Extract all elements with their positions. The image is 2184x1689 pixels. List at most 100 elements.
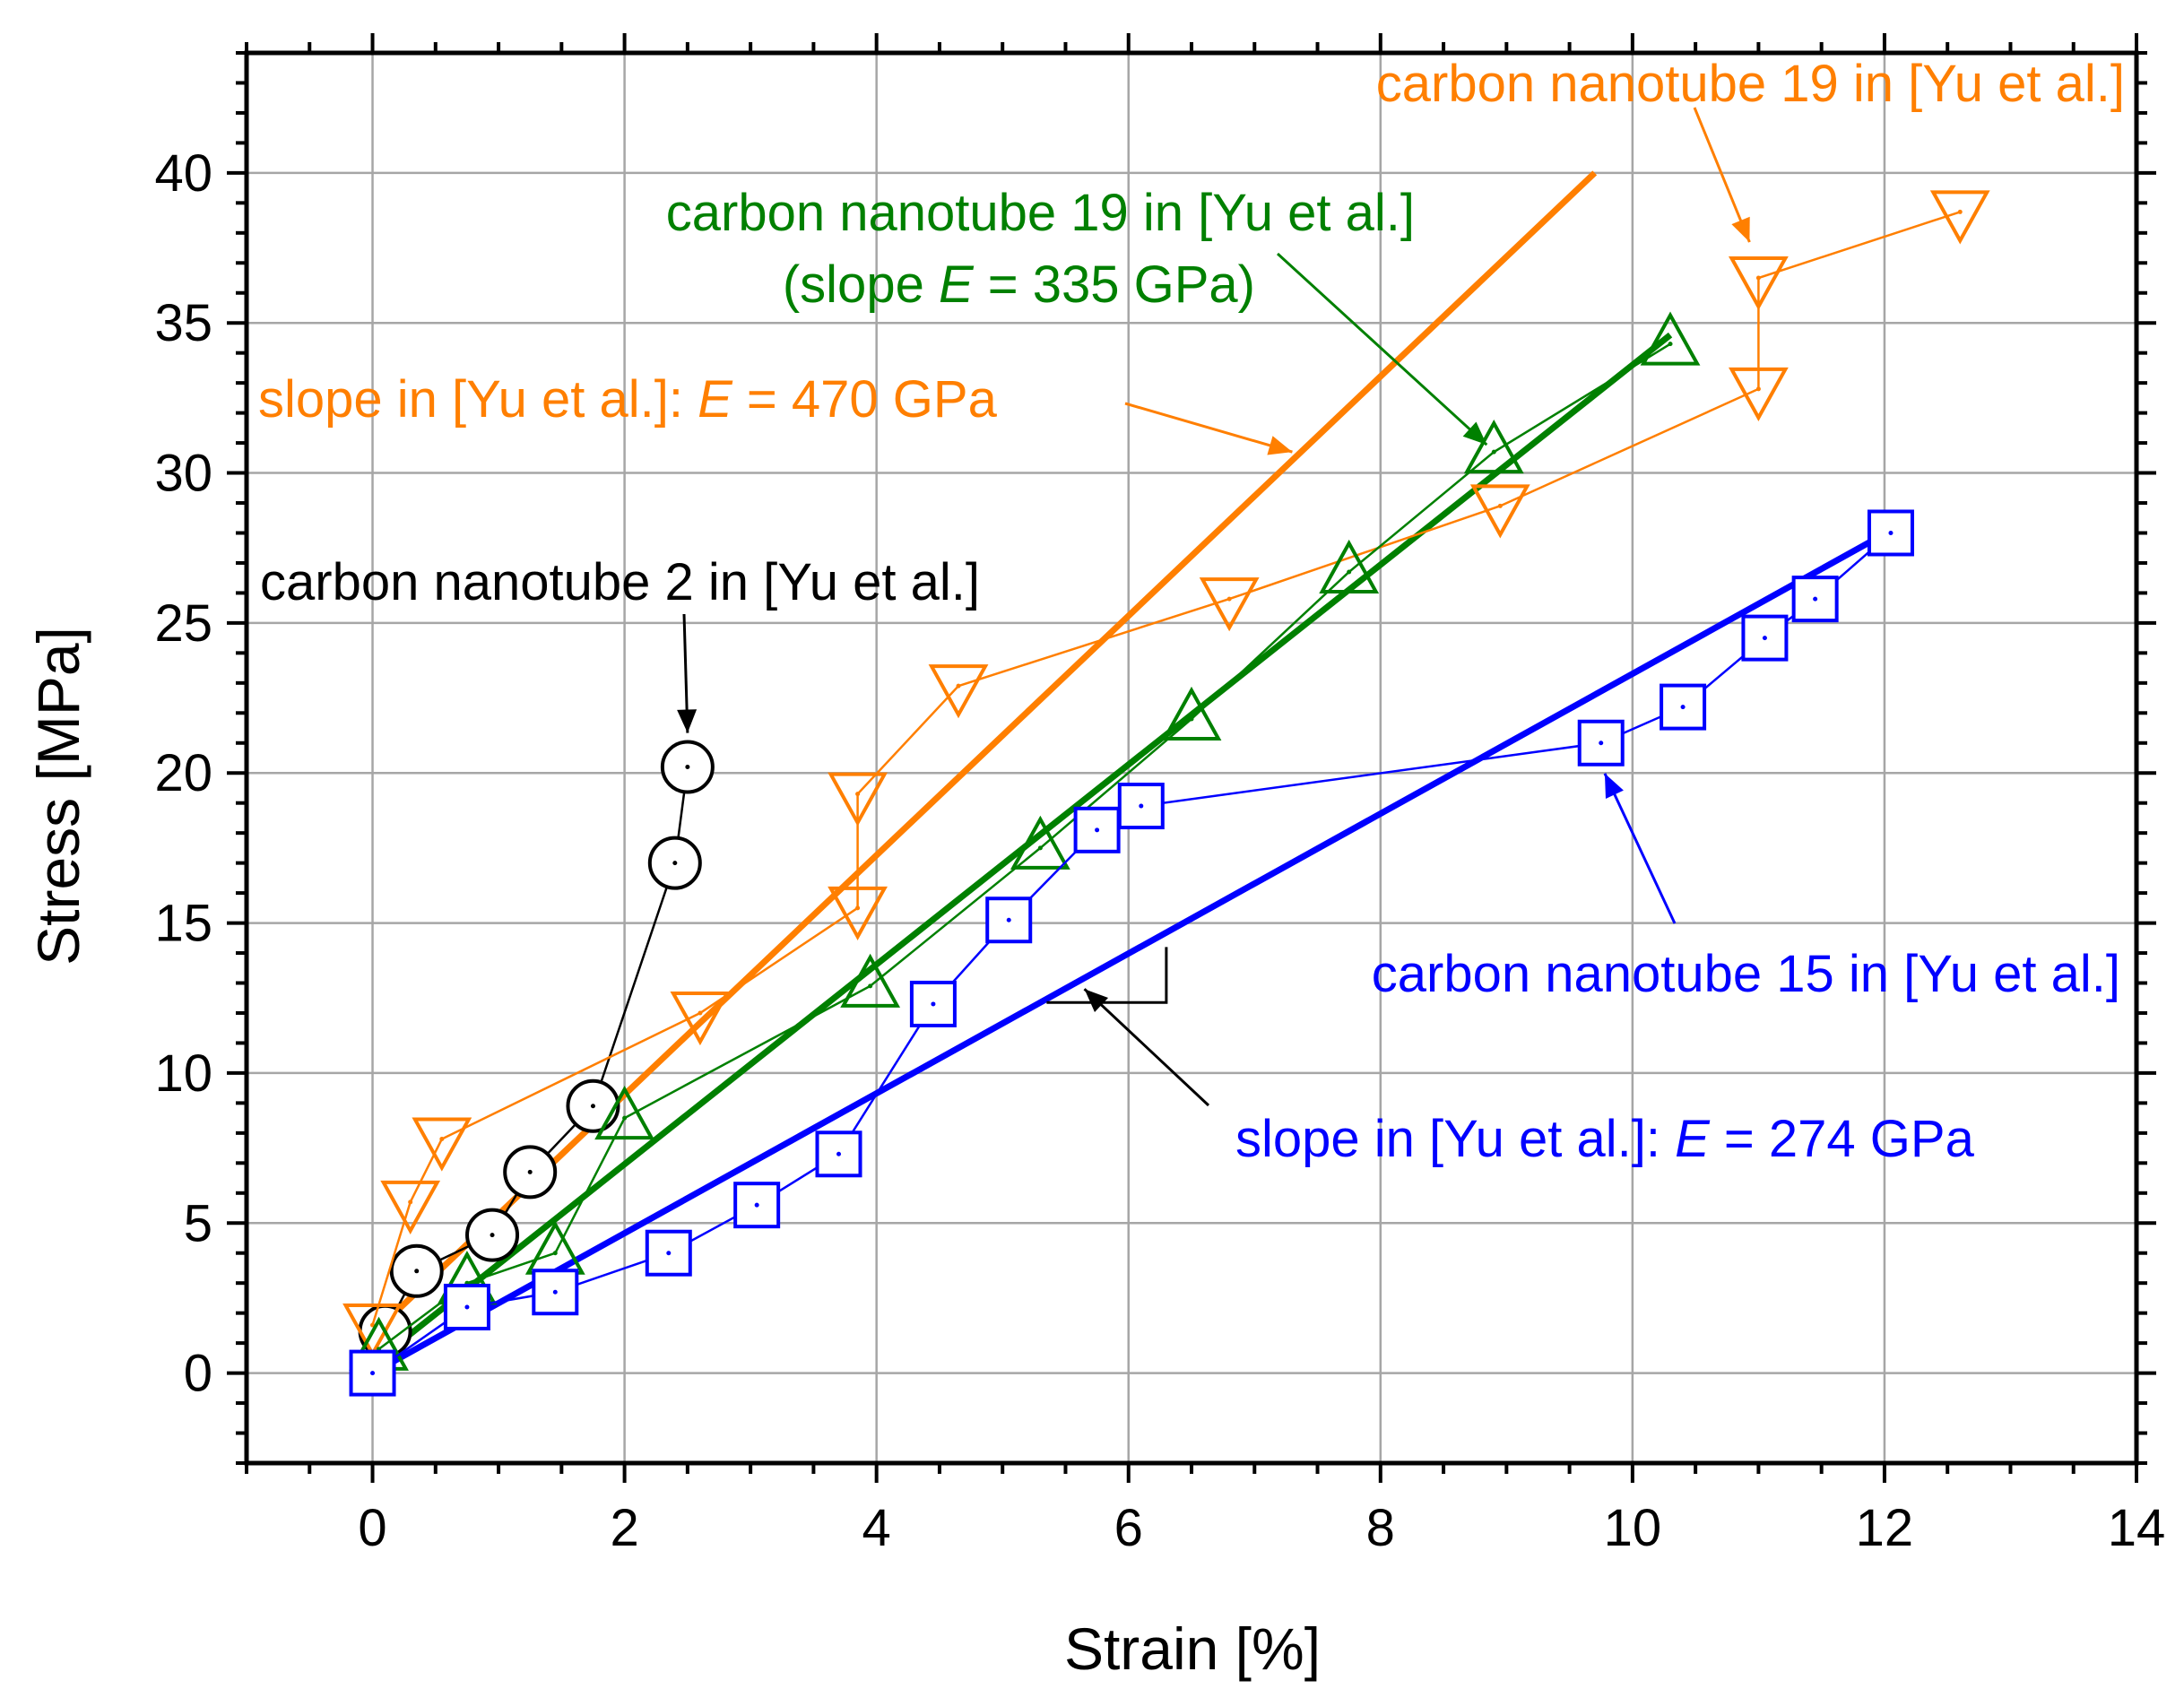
annotation-black-cnt2: carbon nanotube 2 in [Yu et al.] (260, 553, 980, 611)
data-point-center (527, 1169, 533, 1174)
y-tick-label: 40 (154, 144, 212, 203)
data-point-center (855, 905, 861, 911)
arrow-blue-cnt15-head (1604, 773, 1624, 799)
arrow-orange-cnt19-head (1731, 216, 1750, 243)
arrow-black-cnt2-head (677, 709, 698, 733)
data-point-center (1755, 275, 1761, 281)
annotation-orange-cnt19: carbon nanotube 19 in [Yu et al.] (1376, 55, 2125, 113)
data-point-center (1006, 917, 1011, 922)
data-point (1469, 484, 1530, 539)
data-point-center (552, 1289, 558, 1295)
data-point-center (1813, 596, 1818, 602)
data-point-center (590, 1104, 595, 1109)
data-point-center (1139, 803, 1144, 809)
data-point-center (698, 1010, 703, 1016)
data-point (928, 664, 989, 719)
axis-ticks: 0 2 4 6 8 10 12 14 0 5 10 15 20 25 30 35 40 (154, 33, 2165, 1557)
fit-line-1 (370, 332, 1673, 1367)
data-point-center (1189, 716, 1194, 722)
arrow-orange-slope-head (1267, 436, 1293, 455)
data-point-center (666, 1251, 672, 1256)
data-series (342, 190, 1990, 1397)
data-point-center (754, 1202, 759, 1208)
x-tick-label: 10 (1604, 1499, 1662, 1557)
x-tick-label: 2 (610, 1499, 638, 1557)
data-point (1199, 577, 1260, 632)
x-tick-label: 0 (358, 1499, 386, 1557)
arrow-black-slope (1083, 988, 1210, 1107)
data-point-center (1680, 705, 1686, 710)
data-point-center (464, 1304, 470, 1310)
data-point (594, 1085, 654, 1140)
data-point (1729, 256, 1789, 311)
arrow-orange-cnt19 (1693, 107, 1751, 243)
fit-lines (370, 170, 1899, 1376)
data-point (1741, 614, 1789, 662)
data-point-center (836, 1151, 842, 1156)
data-point (342, 1304, 403, 1358)
fit-line-0 (370, 170, 1598, 1337)
data-point-center (1957, 209, 1963, 214)
data-point-center (855, 792, 861, 797)
y-tick-label: 5 (184, 1194, 212, 1252)
y-tick-label: 35 (154, 294, 212, 352)
data-point-center (370, 1371, 376, 1376)
x-tick-label: 4 (862, 1499, 891, 1557)
fit-line-2 (370, 524, 1899, 1376)
data-point (412, 1117, 472, 1172)
data-point-center (414, 1269, 420, 1274)
arrow-orange-slope (1124, 402, 1293, 454)
data-point (1319, 539, 1380, 593)
data-point-center (1095, 827, 1100, 833)
data-point (828, 886, 888, 940)
data-point-center (956, 683, 961, 689)
annotation-blue-cnt15: carbon nanotube 15 in [Yu et al.] (1372, 945, 2120, 1003)
data-point-center (439, 1137, 445, 1142)
y-tick-label: 10 (154, 1044, 212, 1103)
annotation-blue-slope: slope in [Yu et al.]: E = 274 GPa (1235, 1110, 1975, 1168)
annotation-orange-slope: slope in [Yu et al.]: E = 470 GPa (258, 370, 998, 429)
data-point-center (672, 861, 678, 866)
grid (247, 53, 2138, 1463)
series-line-0 (384, 767, 689, 1332)
y-tick-label: 15 (154, 895, 212, 953)
data-point (532, 1269, 579, 1316)
data-point (840, 953, 901, 1008)
arrow-green-cnt19 (1276, 252, 1488, 446)
data-point-center (552, 1251, 558, 1256)
data-point-center (868, 983, 873, 989)
data-point-center (1762, 636, 1767, 641)
annotation-arrows (677, 107, 1751, 1107)
x-tick-label: 6 (1114, 1499, 1143, 1557)
data-point-center (1347, 569, 1352, 575)
data-point-center (622, 1115, 628, 1121)
y-tick-label: 25 (154, 594, 212, 653)
data-point-center (490, 1233, 495, 1238)
data-point (1010, 815, 1070, 870)
data-point-center (1668, 342, 1673, 347)
data-point (828, 772, 888, 827)
y-axis-title: Stress [MPa] (25, 627, 91, 966)
data-point (380, 1180, 441, 1234)
x-axis-title: Strain [%] (1064, 1615, 1321, 1682)
data-point (1161, 686, 1222, 741)
data-point-center (931, 1001, 936, 1007)
data-point (1929, 190, 1990, 245)
annotation-green-slope: (slope E = 335 GPa) (783, 256, 1255, 314)
series-line-2 (377, 342, 1671, 1350)
x-tick-label: 8 (1366, 1499, 1395, 1557)
data-point-center (1037, 845, 1043, 851)
x-tick-label: 12 (1856, 1499, 1914, 1557)
x-tick-label: 14 (2108, 1499, 2166, 1557)
data-point-center (1226, 596, 1232, 602)
data-point (1577, 719, 1625, 767)
data-point (1640, 311, 1701, 366)
arrow-blue-cnt15 (1603, 773, 1677, 924)
annotation-green-cnt19: carbon nanotube 19 in [Yu et al.] (666, 184, 1415, 242)
data-point-center (685, 765, 690, 770)
data-point-center (1888, 530, 1894, 535)
data-point-center (1755, 386, 1761, 392)
data-point (1463, 420, 1524, 474)
data-point (1660, 683, 1707, 731)
